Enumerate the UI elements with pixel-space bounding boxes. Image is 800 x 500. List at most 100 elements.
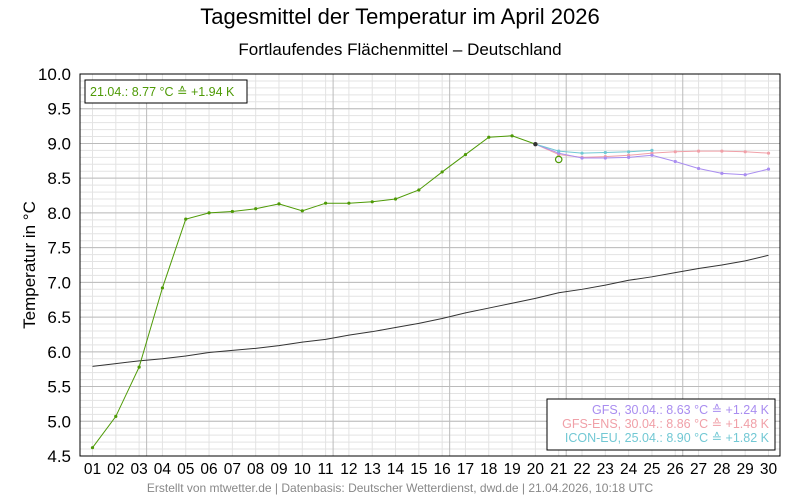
x-tick-label: 27 [690, 461, 707, 478]
data-point-observed [487, 135, 491, 139]
y-tick-label: 5.5 [47, 378, 71, 397]
data-point-observed [207, 211, 211, 215]
data-point-observed [417, 188, 421, 192]
x-tick-label: 10 [294, 461, 312, 478]
x-tick-label: 11 [318, 461, 334, 478]
data-point-observed [324, 201, 328, 205]
data-point-observed [347, 201, 351, 205]
x-tick-label: 26 [667, 461, 684, 478]
x-tick-label: 24 [620, 461, 638, 478]
chart-title: Tagesmittel der Temperatur im April 2026 [200, 4, 600, 29]
y-tick-label: 6.5 [47, 308, 71, 327]
x-tick-label: 17 [457, 461, 474, 478]
data-point-icon_eu [603, 150, 607, 155]
x-tick-label: 03 [130, 461, 147, 478]
data-point-gfs_ens [673, 150, 677, 154]
x-tick-label: 22 [573, 461, 590, 478]
data-point-gfs [603, 156, 607, 160]
data-point-gfs_ens [720, 149, 724, 153]
data-point-gfs [720, 171, 724, 175]
data-point-observed [277, 202, 281, 206]
data-point-icon_eu [627, 150, 631, 154]
x-tick-label: 30 [760, 461, 778, 478]
current-value-marker [554, 155, 563, 164]
footer-credits: Erstellt von mtwetter.de | Datenbasis: D… [146, 481, 654, 495]
major-gridlines [80, 73, 780, 457]
x-tick-label: 21 [550, 461, 567, 478]
data-point-observed [300, 209, 304, 213]
y-tick-label: 8.0 [47, 204, 71, 223]
last-observed-point [533, 141, 538, 147]
data-point-gfs [743, 173, 747, 177]
x-tick-label: 25 [643, 461, 660, 478]
x-tick-label: 01 [84, 461, 101, 478]
x-tick-label: 06 [200, 461, 217, 478]
data-point-gfs [580, 156, 584, 160]
data-point-observed [230, 209, 234, 214]
y-tick-label: 6.0 [47, 343, 71, 362]
y-tick-labels: 4.5 5.0 5.5 6.0 6.5 7.0 7.5 8.0 8.5 9.0 9.5 10.0 [38, 65, 71, 466]
data-point-gfs [673, 159, 677, 164]
legend-entry-gfs: GFS, 30.04.: 8.63 °C ≙ +1.24 K [592, 403, 770, 417]
series-line-climate [92, 254, 769, 367]
data-point-gfs [696, 166, 701, 171]
data-point-observed [463, 152, 468, 157]
y-axis-label: Temperatur in °C [20, 201, 39, 329]
y-tick-label: 4.5 [47, 447, 71, 466]
x-tick-label: 14 [387, 461, 405, 478]
x-tick-labels: 01 02 03 04 05 06 07 08 09 10 11 12 13 14 15 16 17 18 19 20… [84, 461, 778, 478]
y-tick-label: 8.5 [47, 169, 71, 188]
data-point-gfs_ens [696, 149, 701, 153]
data-point-icon_eu [580, 151, 584, 155]
legend-entry-icon_eu: ICON-EU, 25.04.: 8.90 °C ≙ +1.82 K [565, 431, 770, 445]
legend-entry-gfs_ens: GFS-ENS, 30.04.: 8.86 °C ≙ +1.48 K [562, 417, 770, 431]
data-point-observed [184, 217, 188, 221]
data-point-observed [90, 446, 95, 450]
data-point-gfs [627, 155, 631, 159]
data-point-observed [440, 170, 444, 174]
chart-subtitle: Fortlaufendes Flächenmittel – Deutschlan… [238, 40, 562, 59]
x-tick-label: 09 [270, 461, 287, 478]
data-point-observed [370, 200, 374, 204]
legend-box [546, 398, 776, 451]
data-point-icon_eu [557, 149, 561, 153]
x-tick-label: 16 [434, 461, 451, 478]
data-point-gfs [650, 153, 654, 157]
x-tick-label: 02 [107, 461, 124, 478]
y-tick-label: 10.0 [38, 65, 71, 84]
x-tick-label: 28 [713, 461, 730, 478]
series-layer [90, 134, 771, 450]
data-point-observed [510, 134, 514, 138]
x-tick-label: 04 [154, 461, 172, 478]
y-tick-label: 9.5 [47, 100, 71, 119]
x-tick-label: 18 [480, 461, 497, 478]
data-point-observed [114, 414, 118, 419]
y-tick-label: 9.0 [47, 134, 71, 153]
x-tick-label: 15 [410, 461, 427, 478]
data-point-observed [160, 286, 165, 290]
x-tick-label: 19 [503, 461, 520, 478]
x-tick-label: 20 [527, 461, 545, 478]
x-tick-label: 05 [177, 461, 194, 478]
plot-frame [79, 73, 781, 457]
data-point-gfs_ens [766, 151, 771, 155]
x-tick-label: 08 [247, 461, 264, 478]
data-point-icon_eu [650, 148, 654, 152]
x-tick-label: 23 [597, 461, 614, 478]
data-point-observed [254, 207, 258, 211]
x-tick-label: 13 [364, 461, 381, 478]
series-line-icon_eu [535, 143, 652, 154]
x-tick-label: 12 [340, 461, 357, 478]
current-value-box: 21.04.: 8.77 °C ≙ +1.94 K [84, 79, 248, 104]
y-tick-label: 7.0 [47, 273, 71, 292]
series-line-observed [92, 135, 536, 448]
data-point-gfs [766, 167, 771, 171]
data-point-gfs_ens [743, 150, 747, 154]
data-point-observed [137, 365, 141, 369]
y-tick-label: 7.5 [47, 239, 71, 258]
x-tick-label: 29 [737, 461, 754, 478]
x-tick-label: 07 [224, 461, 241, 478]
y-tick-label: 5.0 [47, 412, 71, 431]
